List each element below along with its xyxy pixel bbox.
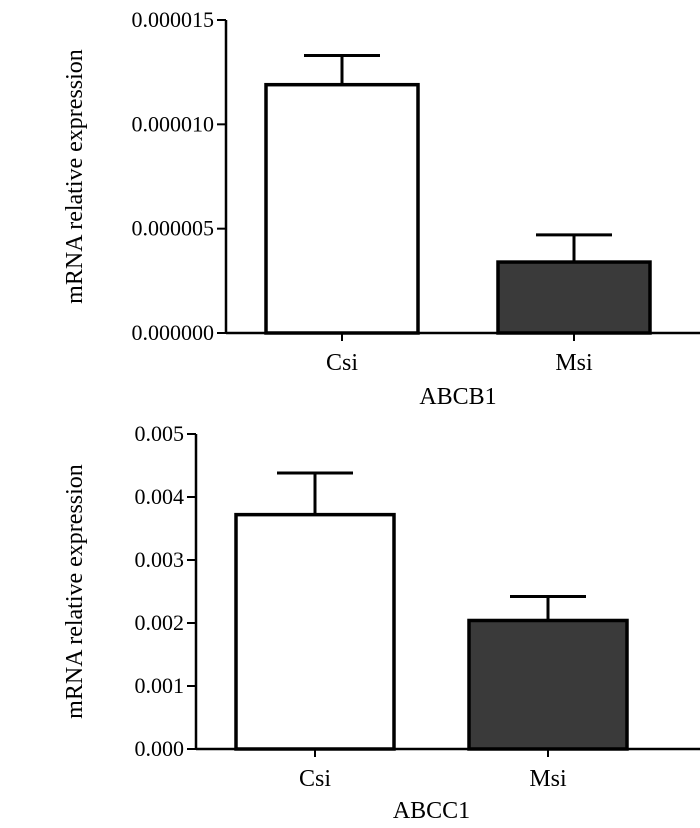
chart-panel-top: Csi Msi 0.000000 0.000005 0.000010 0.000015 AB… bbox=[62, 7, 700, 410]
y-tick-label: 0.005 bbox=[135, 421, 185, 446]
x-axis-title: ABCB1 bbox=[419, 384, 496, 410]
y-tick-label: 0.000010 bbox=[132, 111, 215, 136]
y-tick-label: 0.000015 bbox=[132, 7, 215, 32]
x-tick-label-csi: Csi bbox=[299, 766, 331, 792]
y-axis-title: mRNA relative expression bbox=[62, 49, 88, 304]
y-tick-label: 0.000 bbox=[135, 736, 185, 761]
y-tick-label: 0.000000 bbox=[132, 320, 215, 345]
y-tick-label: 0.001 bbox=[135, 673, 185, 698]
y-tick-label: 0.004 bbox=[135, 484, 185, 509]
y-tick-label: 0.002 bbox=[135, 610, 185, 635]
y-axis-title: mRNA relative expression bbox=[62, 464, 88, 719]
bar-msi bbox=[467, 618, 629, 751]
y-tick-label: 0.003 bbox=[135, 547, 185, 572]
chart-panel-bottom: Csi Msi 0.000 0.001 0.002 0.003 0.004 0.005 ABCC… bbox=[62, 421, 700, 824]
y-tick-label: 0.000005 bbox=[132, 216, 215, 241]
x-axis-title: ABCC1 bbox=[393, 798, 470, 824]
x-tick-label-msi: Msi bbox=[555, 350, 593, 376]
bar-csi bbox=[264, 82, 420, 335]
bar-csi bbox=[234, 512, 396, 751]
x-tick-label-msi: Msi bbox=[529, 766, 567, 792]
bar-msi bbox=[496, 260, 652, 335]
x-tick-label-csi: Csi bbox=[326, 350, 358, 376]
